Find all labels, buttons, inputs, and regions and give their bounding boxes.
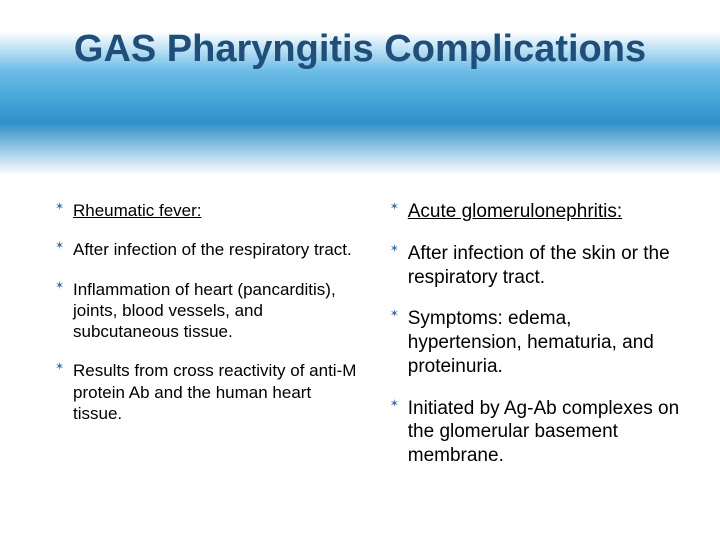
bullet-text: Acute glomerulonephritis: xyxy=(408,201,622,222)
bullet-text: Symptoms: edema, hypertension, hematuria… xyxy=(408,308,654,377)
bullet-text: After infection of the skin or the respi… xyxy=(408,243,670,288)
bullet-item: Acute glomerulonephritis: xyxy=(390,200,680,224)
bullet-text: Rheumatic fever: xyxy=(73,201,202,220)
slide: GAS Pharyngitis Complications Rheumatic … xyxy=(0,0,720,540)
left-bullet-list: Rheumatic fever: After infection of the r… xyxy=(55,200,360,424)
bullet-item: Results from cross reactivity of anti-M … xyxy=(55,360,360,424)
bullet-text: Results from cross reactivity of anti-M … xyxy=(73,361,356,423)
bullet-item: Initiated by Ag-Ab complexes on the glom… xyxy=(390,397,680,468)
header-gradient-band: GAS Pharyngitis Complications xyxy=(0,0,720,175)
bullet-item: Rheumatic fever: xyxy=(55,200,360,221)
bullet-text: Inflammation of heart (pancarditis), joi… xyxy=(73,280,336,342)
bullet-item: Symptoms: edema, hypertension, hematuria… xyxy=(390,307,680,378)
slide-title: GAS Pharyngitis Complications xyxy=(0,28,720,71)
right-bullet-list: Acute glomerulonephritis: After infection… xyxy=(390,200,680,468)
bullet-item: Inflammation of heart (pancarditis), joi… xyxy=(55,279,360,343)
right-column: Acute glomerulonephritis: After infection… xyxy=(390,200,680,510)
bullet-text: After infection of the respiratory tract… xyxy=(73,240,352,259)
bullet-text: Initiated by Ag-Ab complexes on the glom… xyxy=(408,398,679,467)
bullet-item: After infection of the respiratory tract… xyxy=(55,239,360,260)
content-area: Rheumatic fever: After infection of the r… xyxy=(55,200,680,510)
left-column: Rheumatic fever: After infection of the r… xyxy=(55,200,360,510)
bullet-item: After infection of the skin or the respi… xyxy=(390,242,680,290)
